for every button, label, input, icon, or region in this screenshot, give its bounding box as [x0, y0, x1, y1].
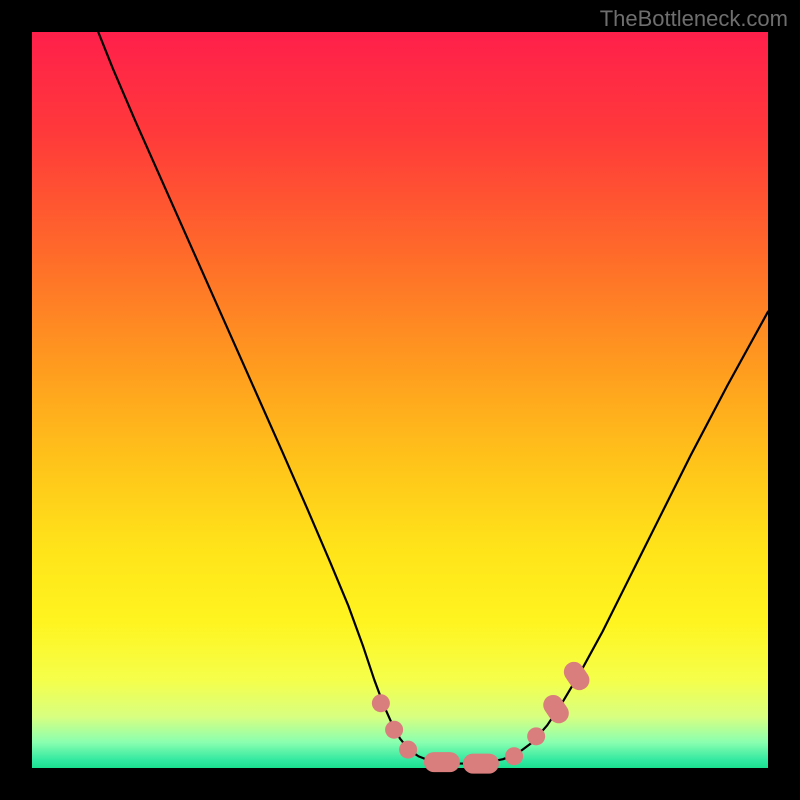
bottleneck-chart: TheBottleneck.com	[0, 0, 800, 800]
chart-svg	[0, 0, 800, 800]
watermark-text: TheBottleneck.com	[600, 6, 788, 32]
